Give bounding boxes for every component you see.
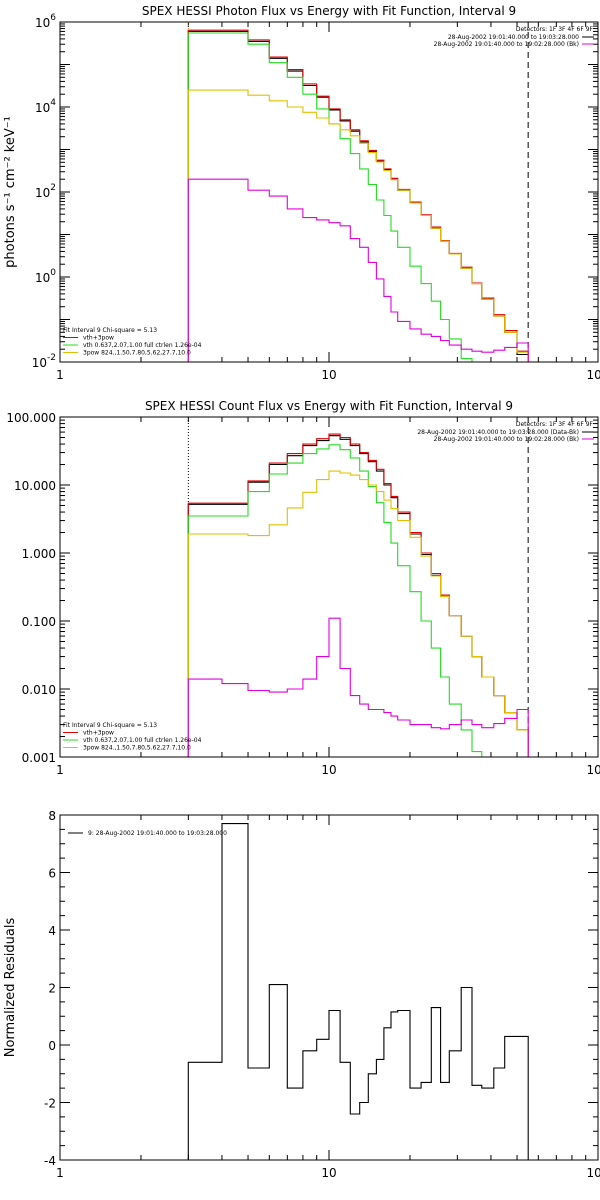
chart-panel-1: SPEX HESSI Photon Flux vs Energy with Fi… (3, 4, 600, 382)
series-line-red (187, 433, 529, 757)
y-tick-label: 0 (48, 1039, 56, 1053)
plot-frame (59, 814, 599, 1161)
chart-panel-3: Normalized Residuals 1 10 100 -4 -2 0 2 4 6 8 9: 28… (3, 809, 600, 1180)
annotation-label: 28-Aug-2002 19:01:40.000 to 19:02:28.000… (434, 41, 579, 48)
legend-header: Fit Interval 9 Chi-square = 5.13 (63, 722, 157, 729)
chart-panel-2: SPEX HESSI Count Flux vs Energy with Fit… (6, 399, 600, 777)
y-tick-label: 1.000 (22, 547, 56, 561)
plot-frame (59, 21, 599, 363)
plot-area (187, 29, 529, 362)
y-tick-exponent: 4 (50, 98, 56, 108)
legend: Fit Interval 9 Chi-square = 5.13vth+3pow… (63, 327, 202, 357)
chart-title: SPEX HESSI Photon Flux vs Energy with Fi… (142, 4, 516, 18)
series-line-black (187, 823, 529, 1160)
x-tick-label: 1 (56, 368, 64, 382)
y-tick-label: 104 (35, 98, 56, 115)
y-tick-label: 100 (35, 268, 56, 285)
y-tick-label: 6 (48, 867, 56, 881)
y-tick-label: 10.000 (14, 479, 56, 493)
legend-label: 9: 28-Aug-2002 19:01:40.000 to 19:03:28.… (88, 830, 227, 837)
y-tick-label: -2 (44, 1097, 56, 1111)
series-line-black (187, 30, 529, 362)
y-tick-exponent: 6 (50, 13, 56, 23)
y-axis-label: photons s⁻¹ cm⁻² keV⁻¹ (3, 116, 18, 268)
legend: Fit Interval 9 Chi-square = 5.13vth+3pow… (63, 722, 202, 752)
series-line-yellow (187, 470, 529, 757)
y-tick-mantissa: 10 (35, 186, 50, 200)
y-axis-label: Normalized Residuals (3, 918, 18, 1058)
y-tick-mantissa: 10 (35, 16, 50, 30)
y-tick-label: 10-2 (32, 353, 56, 370)
y-tick-label: 102 (35, 183, 56, 200)
y-tick-exponent: -2 (47, 353, 56, 363)
series-line-magenta (187, 178, 529, 362)
y-tick-label: 0.100 (22, 615, 56, 629)
x-tick-label: 100 (587, 763, 600, 777)
y-tick-label: 0.010 (22, 683, 56, 697)
x-tick-label: 10 (321, 763, 336, 777)
chart-title: SPEX HESSI Count Flux vs Energy with Fit… (145, 399, 513, 413)
y-tick-mantissa: 10 (32, 356, 47, 370)
plot-area (187, 823, 529, 1160)
y-tick-mantissa: 10 (35, 271, 50, 285)
y-tick-label: 2 (48, 982, 56, 996)
series-line-magenta (187, 617, 529, 757)
legend-label: 3pow 824.,1.50,7.80,5.62,27.7,10.0 (83, 350, 191, 357)
plot-frame (59, 416, 599, 758)
y-tick-exponent: 0 (50, 268, 56, 278)
x-tick-label: 10 (321, 368, 336, 382)
annotation-label: 28-Aug-2002 19:01:40.000 to 19:03:28.000 (448, 34, 579, 41)
series-line-green (187, 444, 483, 757)
annotation-label: 28-Aug-2002 19:01:40.000 to 19:02:28.000… (434, 436, 579, 443)
legend-label: 3pow 824.,1.50,7.80,5.62,27.7,10.0 (83, 745, 191, 752)
x-tick-label: 1 (56, 763, 64, 777)
y-tick-exponent: 2 (50, 183, 56, 193)
x-tick-label: 10 (321, 1166, 336, 1180)
y-tick-label: 100.000 (6, 411, 56, 425)
x-tick-label: 100 (587, 1166, 600, 1180)
annotation-header: Detectors: 1F 3F 4F 6F 9F (516, 421, 594, 428)
legend-label: vth+3pow (83, 335, 114, 342)
y-tick-label: -4 (44, 1154, 56, 1168)
series-line-black (187, 435, 529, 757)
annotation-header: Detectors: 1F 3F 4F 6F 9F (516, 26, 594, 33)
y-tick-label: 0.001 (22, 751, 56, 765)
y-tick-label: 4 (48, 924, 56, 938)
legend-header: Fit Interval 9 Chi-square = 5.13 (63, 327, 157, 334)
series-line-yellow (187, 89, 529, 362)
series-line-green (187, 32, 473, 362)
series-line-red (187, 29, 529, 362)
x-tick-label: 1 (56, 1166, 64, 1180)
legend-label: vth 0.637,2.07,1.00 full ctrlen 1.26e-04 (83, 737, 202, 744)
y-tick-label: 106 (35, 13, 56, 30)
y-tick-mantissa: 10 (35, 101, 50, 115)
legend-label: vth 0.637,2.07,1.00 full ctrlen 1.26e-04 (83, 342, 202, 349)
legend-label: vth+3pow (83, 730, 114, 737)
legend: 9: 28-Aug-2002 19:01:40.000 to 19:03:28.… (68, 830, 227, 837)
annotation-label: 28-Aug-2002 19:01:40.000 to 19:03:28.000… (417, 429, 579, 436)
y-tick-label: 8 (48, 809, 56, 823)
plot-area (187, 433, 529, 757)
x-tick-label: 100 (587, 368, 600, 382)
